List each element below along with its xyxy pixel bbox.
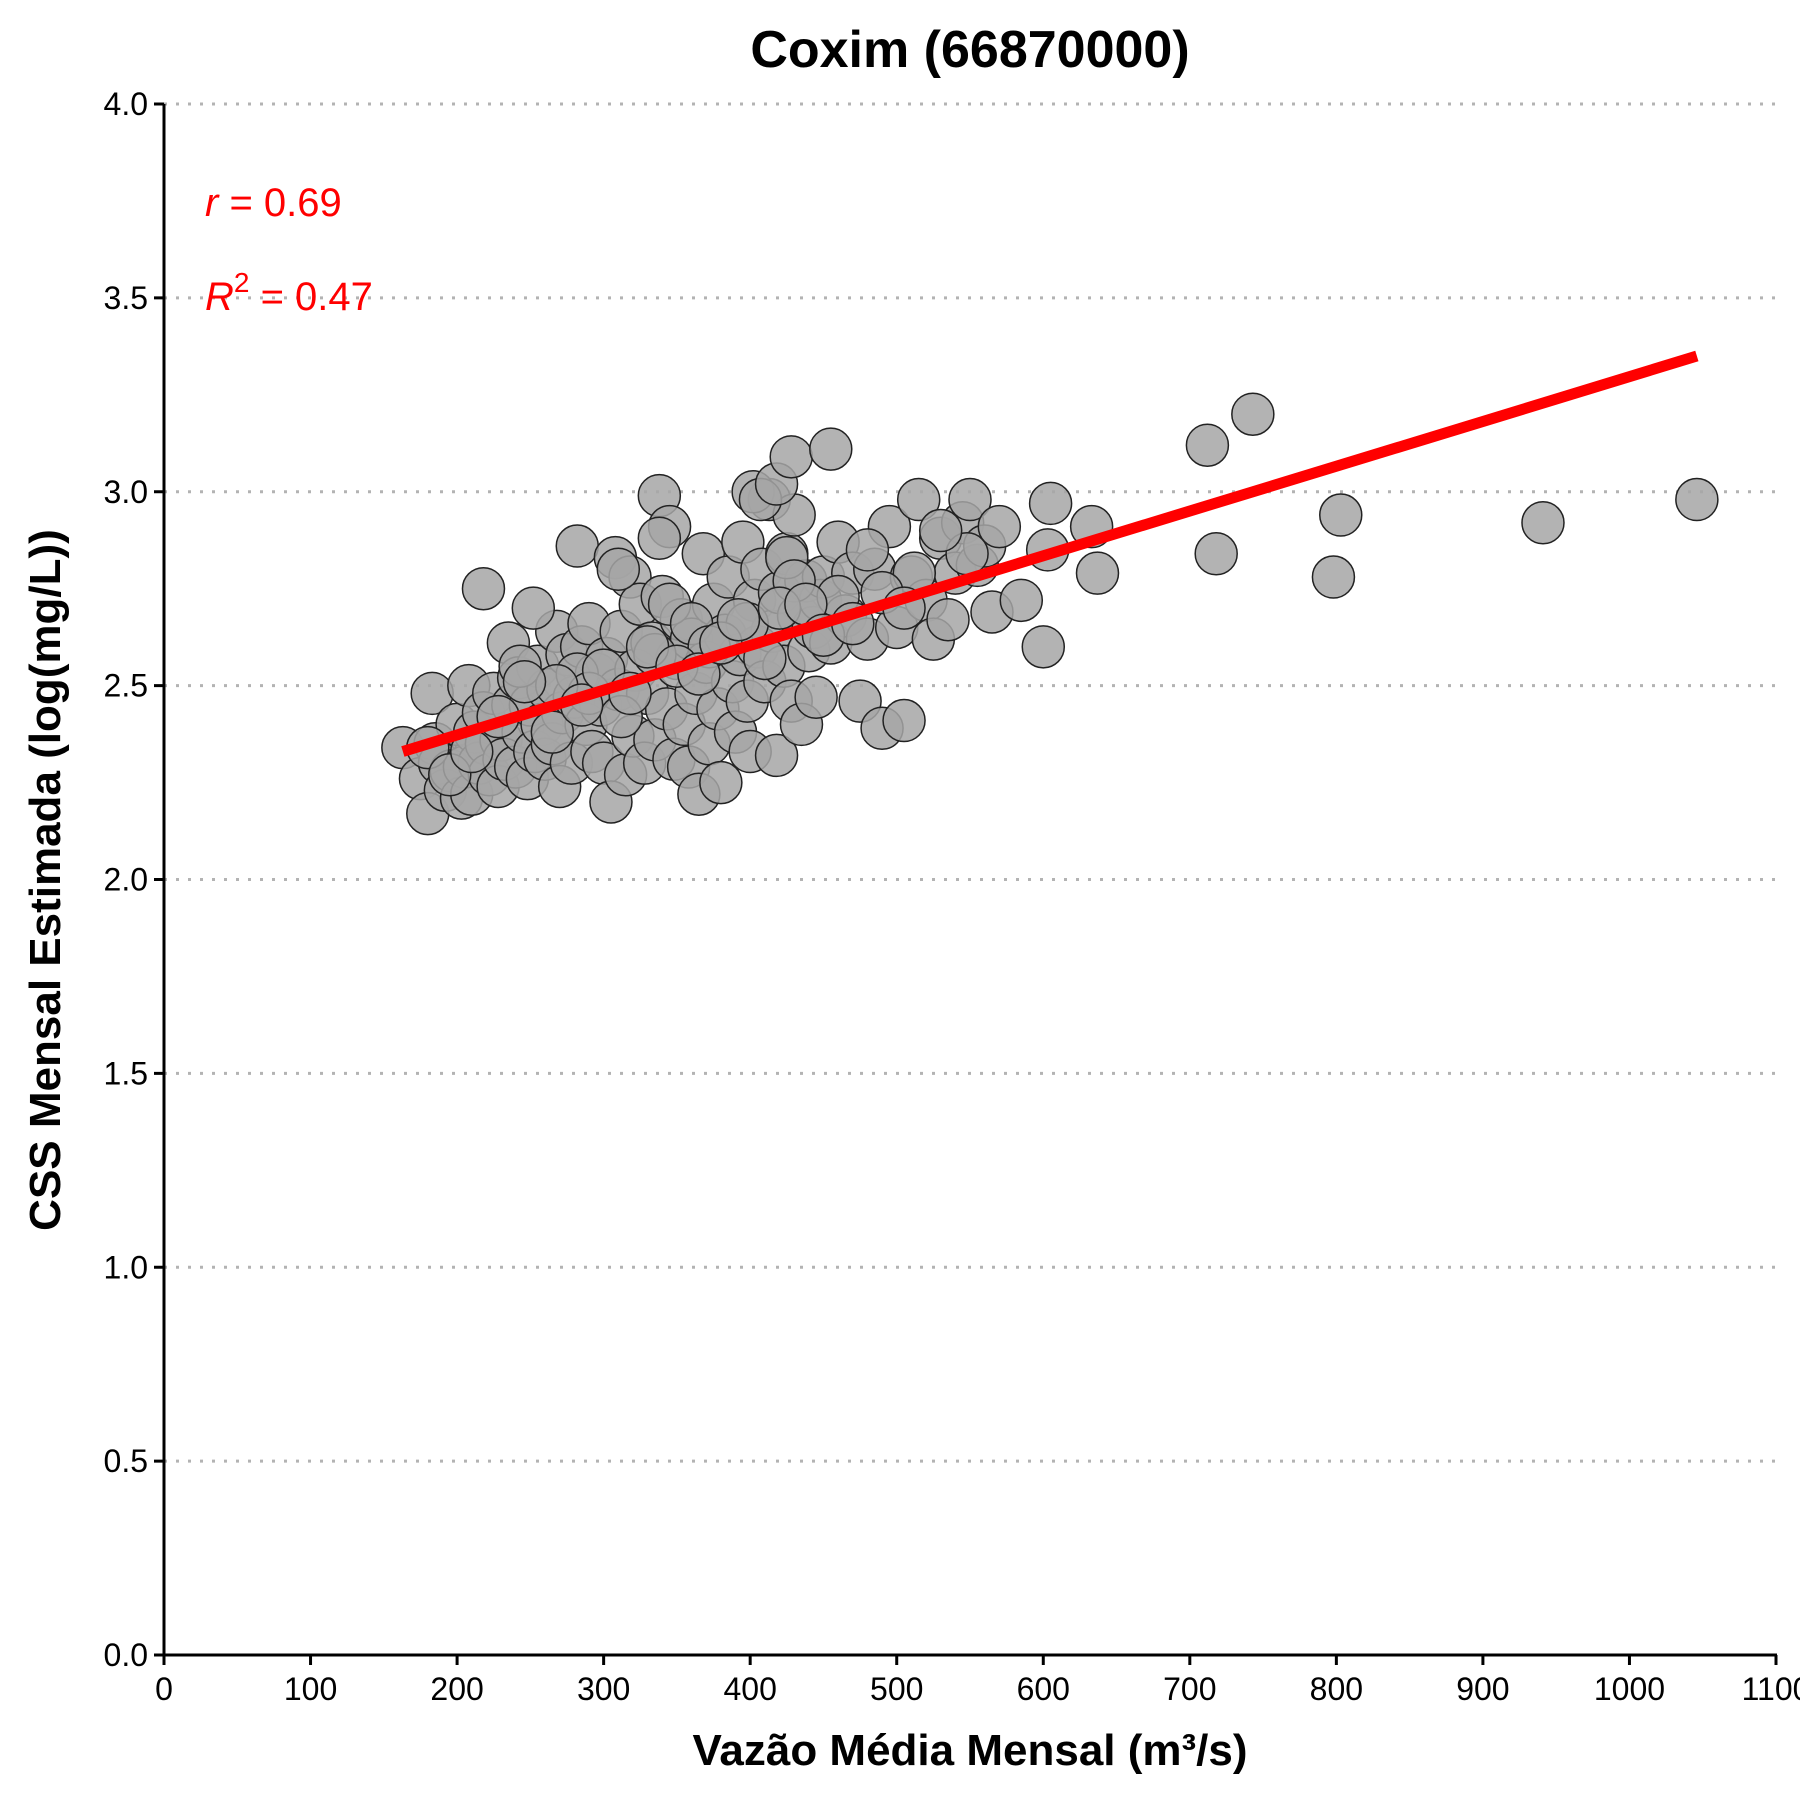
- data-point: [882, 698, 926, 743]
- r2-annotation: R2 = 0.47: [205, 267, 373, 319]
- chart-title: Coxim (66870000): [750, 21, 1189, 79]
- data-point: [637, 516, 682, 561]
- x-tick-label: 300: [577, 1671, 630, 1707]
- data-point: [809, 427, 853, 471]
- r-value: = 0.69: [218, 181, 341, 225]
- y-tick-label: 1.5: [104, 1055, 148, 1091]
- data-point: [1021, 625, 1066, 669]
- y-tick-label: 2.0: [104, 862, 148, 898]
- x-axis-ticks: 0 100 200 300 400 500 600 700 800 900 1000 1100: [155, 1655, 1800, 1707]
- data-point: [1521, 501, 1565, 545]
- data-point: [918, 508, 963, 553]
- x-tick-label: 600: [1017, 1671, 1070, 1707]
- data-point: [999, 578, 1044, 623]
- data-point: [977, 504, 1022, 549]
- data-point: [769, 435, 813, 479]
- r2-value: = 0.47: [249, 275, 372, 319]
- data-point: [845, 528, 890, 572]
- x-tick-label: 200: [430, 1671, 483, 1707]
- r-annotation: r = 0.69: [205, 181, 342, 225]
- x-tick-label: 1100: [1742, 1671, 1800, 1707]
- data-point: [896, 477, 941, 522]
- y-tick-label: 1.0: [104, 1249, 148, 1285]
- data-point: [555, 524, 600, 568]
- data-point: [1194, 532, 1238, 576]
- x-axis-title: Vazão Média Mensal (m³/s): [692, 1726, 1247, 1775]
- x-tick-label: 700: [1163, 1671, 1216, 1707]
- data-point: [1231, 392, 1275, 436]
- x-tick-label: 800: [1310, 1671, 1363, 1707]
- r-symbol: r: [205, 181, 220, 225]
- data-point: [1185, 423, 1230, 467]
- y-axis-ticks: 0.0 0.5 1.0 1.5 2.0 2.5 3.0 3.5 4.0: [104, 86, 164, 1673]
- x-tick-label: 1000: [1594, 1671, 1665, 1707]
- y-tick-label: 2.5: [104, 668, 148, 704]
- x-tick-label: 500: [870, 1671, 923, 1707]
- x-tick-label: 100: [284, 1671, 337, 1707]
- y-tick-label: 0.5: [104, 1443, 148, 1479]
- x-tick-label: 400: [723, 1671, 776, 1707]
- y-axis-title: CSS Mensal Estimada (log(mg/L)): [21, 529, 70, 1231]
- data-point: [716, 597, 761, 642]
- y-tick-label: 3.0: [104, 474, 148, 510]
- data-points: [381, 392, 1719, 836]
- x-tick-label: 900: [1456, 1671, 1509, 1707]
- data-point: [1311, 555, 1356, 599]
- x-tick-label: 0: [155, 1671, 173, 1707]
- regression-line: [401, 350, 1699, 757]
- r2-symbol: R: [205, 275, 234, 319]
- y-tick-label: 3.5: [104, 280, 148, 316]
- data-point: [794, 675, 838, 720]
- data-point: [1028, 481, 1073, 526]
- data-point: [1675, 477, 1719, 522]
- data-point: [948, 477, 992, 522]
- data-point: [502, 659, 547, 704]
- data-point: [926, 597, 970, 642]
- y-tick-label: 0.0: [104, 1637, 148, 1673]
- data-point: [596, 547, 641, 592]
- r2-exponent: 2: [234, 267, 250, 298]
- data-point: [1319, 493, 1363, 537]
- data-point: [699, 760, 743, 805]
- y-tick-label: 4.0: [104, 86, 148, 122]
- data-point: [754, 733, 799, 778]
- data-point: [511, 586, 556, 630]
- data-point: [461, 566, 506, 611]
- data-point: [1075, 551, 1120, 595]
